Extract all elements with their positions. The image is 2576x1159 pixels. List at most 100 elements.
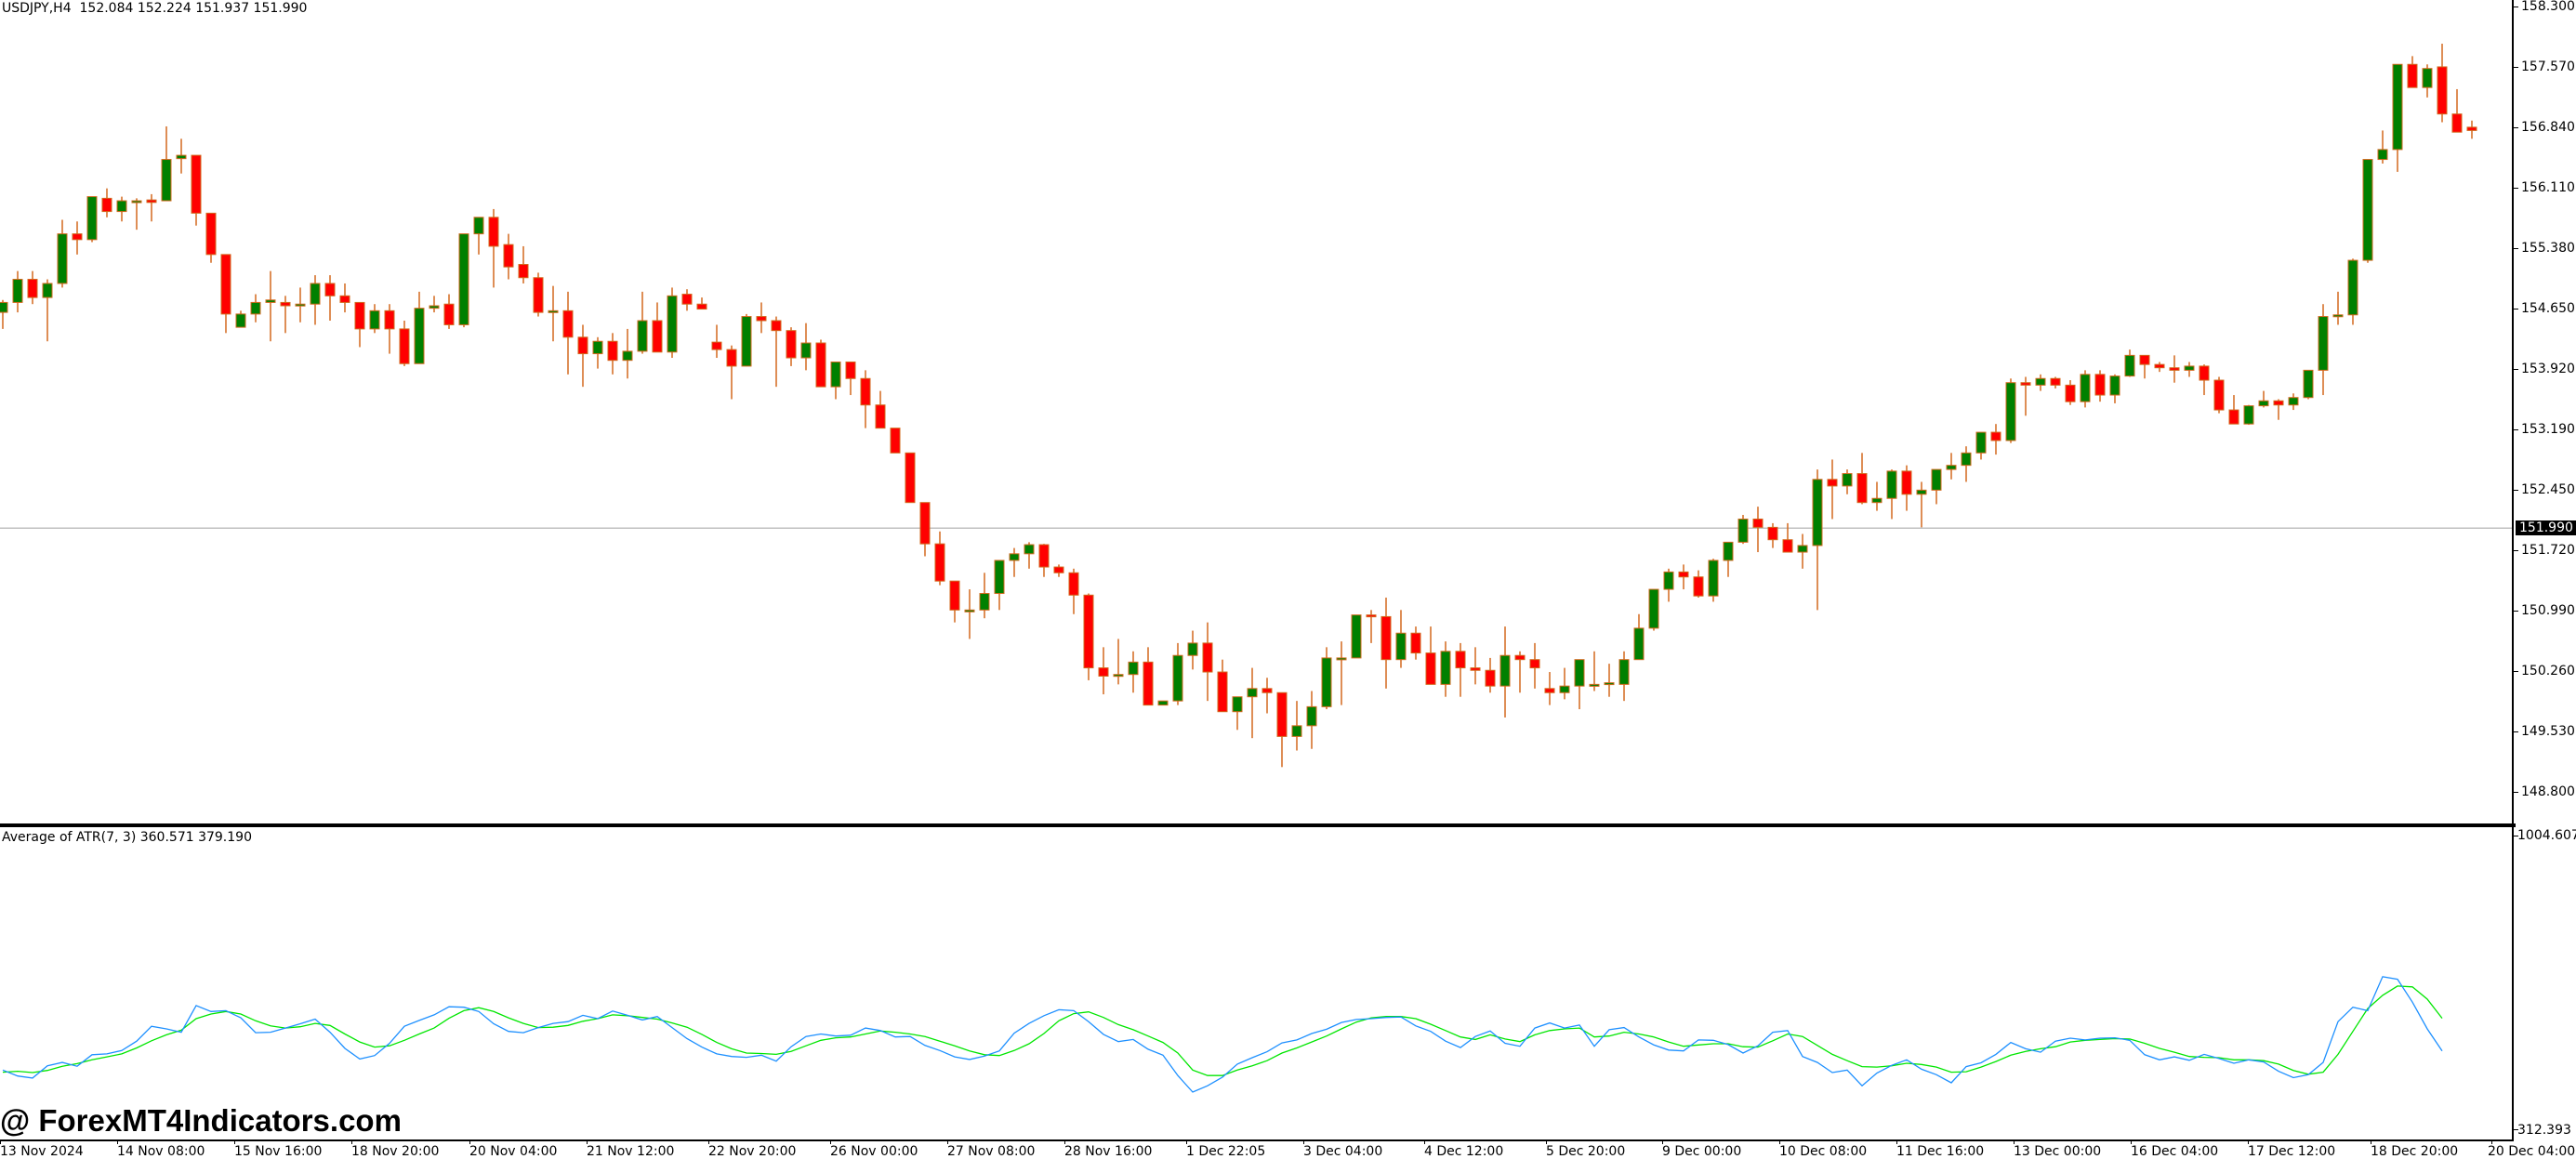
- price-label: 150.990: [2521, 603, 2575, 619]
- time-label: 3 Dec 04:00: [1303, 1144, 1383, 1159]
- axis-tick: [469, 1139, 470, 1144]
- candle: [2169, 355, 2180, 383]
- candle: [1782, 522, 1793, 553]
- price-label: 157.570: [2521, 59, 2575, 74]
- axis-tick: [2514, 550, 2518, 552]
- candle: [562, 291, 574, 375]
- candle: [1901, 465, 1912, 511]
- price-label: 154.650: [2521, 300, 2575, 316]
- indicator-axis[interactable]: 1004.607 312.393: [2514, 827, 2576, 1139]
- time-label: 17 Dec 12:00: [2248, 1144, 2336, 1159]
- candle: [1871, 481, 1882, 511]
- candle: [1455, 642, 1466, 697]
- time-label: 22 Nov 20:00: [708, 1144, 797, 1159]
- price-label: 152.450: [2521, 482, 2575, 498]
- candle: [488, 208, 499, 288]
- candle: [1157, 700, 1169, 706]
- axis-tick: [2014, 1139, 2015, 1144]
- candle: [1143, 647, 1154, 706]
- axis-tick: [2491, 1139, 2492, 1144]
- candle: [2035, 374, 2046, 391]
- time-label: 13 Dec 00:00: [2014, 1144, 2102, 1159]
- axis-tick: [2514, 368, 2518, 370]
- atr-indicator-plot[interactable]: [0, 827, 2512, 1139]
- candle: [250, 294, 261, 323]
- candle: [2407, 56, 2418, 88]
- candle: [72, 221, 83, 255]
- candle: [1410, 626, 1421, 660]
- candle: [2124, 349, 2135, 377]
- axis-tick: [2514, 671, 2518, 673]
- candle: [1306, 691, 1317, 749]
- price-label: 151.720: [2521, 543, 2575, 559]
- candle: [2273, 399, 2284, 420]
- axis-tick: [2514, 187, 2518, 189]
- candle: [2318, 304, 2329, 396]
- candlestick-plot[interactable]: [0, 0, 2512, 823]
- candle: [205, 212, 217, 263]
- candle: [146, 193, 157, 222]
- candle: [1024, 542, 1035, 569]
- indicator-axis-min: 312.393: [2517, 1123, 2571, 1138]
- time-label: 14 Nov 08:00: [117, 1144, 205, 1159]
- candle: [176, 138, 187, 174]
- axis-tick: [2514, 126, 2518, 128]
- candle: [280, 296, 291, 334]
- candle: [577, 324, 588, 388]
- candle: [295, 287, 306, 323]
- candle: [1604, 664, 1615, 697]
- axis-tick: [947, 1139, 948, 1144]
- price-chart-pane[interactable]: USDJPY,H4 152.084 152.224 151.937 151.99…: [0, 0, 2514, 823]
- candle: [1812, 469, 1823, 611]
- candle: [1009, 547, 1020, 577]
- candle: [2422, 64, 2433, 98]
- candle: [741, 313, 752, 367]
- indicator-title: Average of ATR(7, 3) 360.571 379.190: [2, 830, 252, 845]
- candle: [310, 275, 321, 325]
- candle: [2184, 362, 2195, 377]
- candle: [2303, 369, 2314, 400]
- price-label: 158.300: [2521, 0, 2575, 14]
- time-axis[interactable]: 13 Nov 2024 14 Nov 08:00 15 Nov 16:00 18 No…: [0, 1139, 2575, 1159]
- time-label: 21 Nov 12:00: [587, 1144, 675, 1159]
- candle: [905, 452, 916, 504]
- candle: [1574, 659, 1585, 710]
- candle: [2451, 88, 2463, 133]
- candle: [1038, 544, 1050, 577]
- candle: [1916, 481, 1927, 528]
- price-axis[interactable]: 158.300 157.570 156.840 156.110 155.380 154.6…: [2514, 0, 2576, 823]
- candle: [681, 289, 693, 311]
- pane-separator[interactable]: [0, 823, 2516, 827]
- candle: [2005, 378, 2016, 443]
- axis-tick: [1779, 1139, 1780, 1144]
- candle: [2199, 364, 2210, 396]
- time-label: 20 Nov 04:00: [469, 1144, 558, 1159]
- candle: [1946, 453, 1957, 480]
- candle: [12, 270, 23, 313]
- time-label: 15 Nov 16:00: [234, 1144, 323, 1159]
- candle: [1172, 642, 1183, 705]
- axis-tick: [2514, 247, 2518, 249]
- axis-tick: [1546, 1139, 1547, 1144]
- candle: [518, 245, 529, 283]
- candle: [1529, 642, 1540, 689]
- candle: [2347, 258, 2358, 325]
- candle: [1618, 651, 1630, 702]
- axis-tick: [1896, 1139, 1897, 1144]
- candle: [860, 370, 871, 428]
- axis-tick: [1303, 1139, 1304, 1144]
- candle: [1633, 613, 1645, 661]
- candle: [1232, 696, 1243, 731]
- current-price-badge: 151.990: [2516, 520, 2576, 536]
- candle: [2466, 120, 2477, 139]
- candle: [2332, 291, 2344, 325]
- time-label: 18 Nov 20:00: [351, 1144, 440, 1159]
- candle: [994, 560, 1005, 611]
- candle: [771, 316, 782, 388]
- axis-tick: [1424, 1139, 1425, 1144]
- candle: [1128, 651, 1139, 693]
- candle: [830, 361, 841, 400]
- indicator-pane[interactable]: Average of ATR(7, 3) 360.571 379.190: [0, 827, 2514, 1139]
- candle: [1975, 431, 1987, 460]
- candle: [235, 310, 246, 328]
